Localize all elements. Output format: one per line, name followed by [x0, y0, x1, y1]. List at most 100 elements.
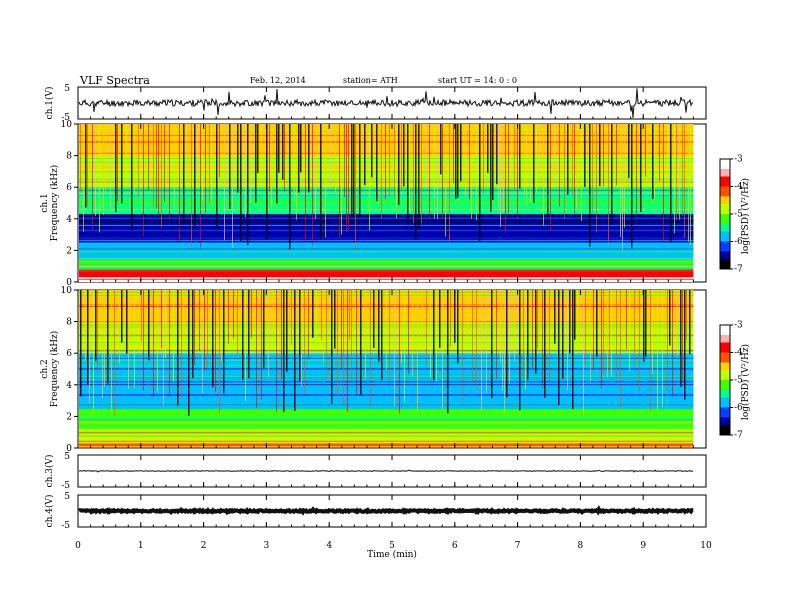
ch2-spectrogram-colorbar-cell	[720, 367, 730, 371]
ch1-spectrogram-sferic	[670, 124, 672, 243]
ch1-spectrogram-sferic	[440, 124, 442, 175]
ch1-spectrogram-sferic	[126, 124, 127, 186]
ch1-spectrogram-streak	[79, 219, 694, 221]
ch2-spectrogram-sferic	[504, 290, 505, 413]
ch2-spectrogram-sferic	[583, 290, 584, 414]
ch2-spectrogram-streak	[79, 417, 694, 419]
ch1-spectrogram-colorbar-cell	[720, 256, 730, 260]
ch1-spectrogram-sferic	[403, 124, 405, 187]
ch1-spectrogram-sferic	[351, 124, 353, 215]
ch2-spectrogram-sferic	[365, 290, 366, 379]
ch2-spectrogram-sferic	[97, 290, 98, 373]
ch1-waveform-line	[78, 88, 694, 118]
ch2-spectrogram-sferic	[569, 290, 571, 354]
ch1-spectrogram-sferic	[490, 124, 492, 212]
ch2-spectrogram-sferic	[299, 290, 301, 381]
ch1-spectrogram-sferic	[603, 124, 604, 187]
ch2-spectrogram-colorbar-cell	[720, 340, 730, 343]
ch1-spectrogram-streak	[79, 161, 694, 163]
ch2-spectrogram-colorbar-cell	[720, 335, 730, 338]
ch1-spectrogram-sferic	[325, 124, 326, 238]
ch1-spectrogram-sferic	[261, 124, 262, 175]
ch2-spectrogram-sferic	[558, 290, 560, 406]
ch1-spectrogram-sferic	[636, 124, 637, 216]
ch1-spectrogram-sferic	[278, 124, 280, 173]
ch1-spectrogram-sferic	[483, 124, 484, 195]
ch2-spectrogram-sferic	[450, 290, 451, 347]
ch2-spectrogram-streak	[79, 380, 694, 382]
ch4-waveform-line	[78, 505, 694, 516]
ch1-spectrogram-sferic	[205, 124, 206, 213]
ch1-spectrogram-sferic	[183, 124, 185, 225]
ch2-spectrogram-colorbar-cell	[720, 412, 730, 416]
ch1-spectrogram-sferic	[376, 124, 378, 202]
ch2-spectrogram-colorbar-cell	[720, 347, 730, 351]
ch1-spectrogram-colorbar-cell	[720, 209, 730, 212]
ch1-spectrogram-sferic	[191, 124, 192, 247]
ch2-spectrogram-streak	[79, 405, 694, 407]
ch2-spectrogram-sferic	[256, 290, 257, 408]
ch1-spectrogram-sferic	[186, 124, 187, 178]
ch2-spectrogram-sferic	[601, 290, 602, 389]
ch2-spectrogram-colorbar-cell	[720, 410, 730, 413]
ch3-waveform-line	[78, 469, 694, 473]
ch1-spectrogram-sferic	[158, 124, 159, 217]
ch1-spectrogram-streak	[79, 263, 694, 265]
ch1-spectrogram-sferic	[115, 124, 117, 213]
ch2-spectrogram-sferic	[331, 290, 333, 404]
ch2-spectrogram-sferic	[378, 290, 380, 362]
x-axis-label: Time (min)	[367, 549, 417, 560]
ch1-spectrogram-sferic	[465, 124, 466, 196]
ch1-spectrogram-sferic	[401, 124, 402, 189]
ch2-spectrogram-colorbar-cell	[720, 427, 730, 431]
ch1-spectrogram-sferic	[359, 124, 361, 217]
ch2-spectrogram-sferic	[669, 290, 671, 346]
x-tick-label: 4	[326, 541, 332, 551]
x-tick-label: 5	[389, 541, 395, 551]
ch2-spectrogram-streak	[79, 431, 694, 433]
ch1-spectrogram-sferic	[572, 124, 573, 196]
ch1-spectrogram-streak	[79, 181, 694, 183]
ch2-spectrogram-sferic	[652, 290, 653, 375]
ch1-spectrogram-sferic	[596, 124, 597, 233]
ch2-spectrogram-ytick-label: 6	[66, 349, 72, 359]
ch1-spectrogram-colorbar-tick-label: -4	[734, 182, 743, 192]
ch2-spectrogram-sferic	[433, 290, 435, 381]
ch1-spectrogram-colorbar-tick-label: -5	[734, 210, 743, 220]
ch1-spectrogram-sferic	[505, 124, 506, 234]
ch1-spectrogram-colorbar-cell	[720, 249, 730, 252]
ch1-spectrogram-sferic	[296, 124, 297, 220]
ch2-spectrogram-sferic	[242, 290, 244, 380]
ch1-spectrogram-sferic	[308, 124, 310, 193]
ch1-spectrogram-streak	[79, 249, 694, 251]
x-tick-label: 0	[75, 541, 81, 551]
ch2-spectrogram-sferic	[194, 290, 195, 366]
ch3-trace	[78, 469, 694, 473]
ch2-spectrogram-sferic	[439, 290, 441, 348]
ch1-spectrogram-sferic	[232, 124, 233, 249]
ch1-spectrogram-sferic	[543, 124, 544, 226]
ch3-waveform-panel: 5 -5 ch.3(V)	[44, 452, 707, 491]
ch1-spectrogram-sferic	[266, 124, 268, 240]
ch2-spectrogram-sferic	[316, 290, 317, 342]
ch2-spectrogram-sferic	[95, 290, 97, 361]
ch1-spectrogram-colorbar-cell	[720, 189, 730, 192]
ch2-spectrogram-colorbar-cell	[720, 345, 730, 348]
ch1-spectrogram-colorbar-cell	[720, 179, 730, 182]
ch2-spectrogram-colorbar-cell	[720, 357, 730, 361]
ch2-spectrogram-sferic	[273, 290, 274, 339]
ch2-spectrogram-sferic	[412, 290, 413, 377]
ch1-channel-label: ch.1	[40, 193, 50, 212]
ch1-spectrogram-colorbar-cell	[720, 176, 730, 180]
ch2-spectrogram-sferic	[514, 290, 515, 363]
ch1-spectrogram-sferic	[188, 124, 189, 179]
ch2-spectrogram-panel: 0 2 4 6 8 10 ch.2 Frequency (kHz) -3 -4 -5 -6 -7 …	[40, 286, 751, 454]
ch1-spectrogram-colorbar-cell	[720, 216, 730, 220]
ch1-spectrogram-sferic	[421, 124, 422, 224]
ch1-spectrogram-streak	[79, 231, 694, 233]
ch1-spectrogram-sferic	[559, 124, 560, 207]
ch2-spectrogram-sferic	[523, 290, 524, 378]
ch1-spectrogram-sferic	[413, 124, 414, 224]
ch1-spectrogram-streak	[79, 266, 694, 268]
ch1-spectrogram-sferic	[255, 124, 257, 203]
